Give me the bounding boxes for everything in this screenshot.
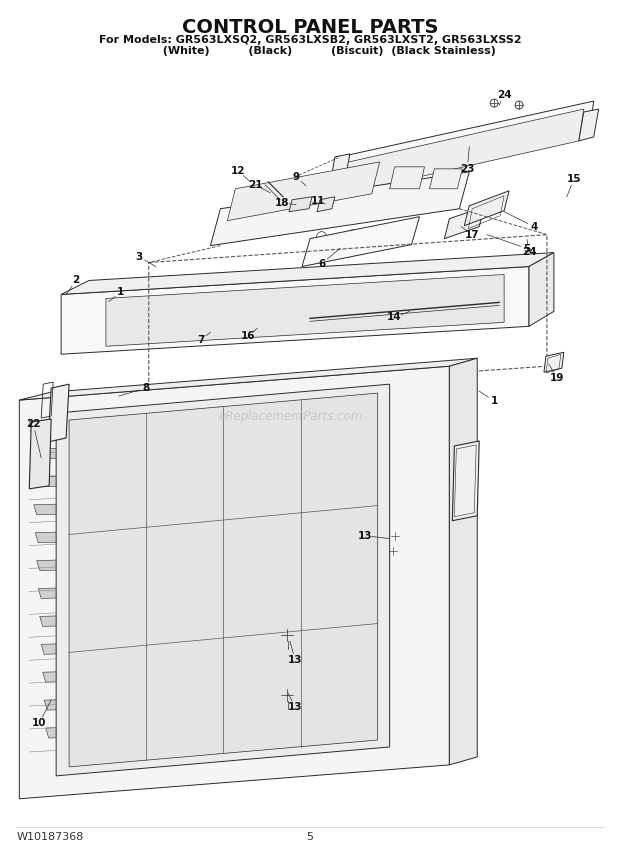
Polygon shape — [31, 447, 110, 459]
Polygon shape — [453, 441, 479, 520]
Polygon shape — [529, 253, 554, 326]
Polygon shape — [29, 419, 51, 489]
Polygon shape — [33, 502, 113, 514]
Text: 12: 12 — [231, 166, 246, 175]
Text: 11: 11 — [311, 196, 326, 205]
Polygon shape — [46, 726, 125, 738]
Text: 7: 7 — [197, 336, 204, 345]
Polygon shape — [43, 670, 122, 682]
Polygon shape — [56, 384, 389, 776]
Polygon shape — [19, 358, 477, 400]
Polygon shape — [41, 642, 121, 654]
Text: 19: 19 — [550, 373, 564, 383]
Polygon shape — [335, 101, 594, 193]
Polygon shape — [340, 109, 584, 195]
Text: 15: 15 — [567, 174, 581, 184]
Text: 24: 24 — [497, 90, 511, 100]
Polygon shape — [445, 206, 484, 239]
Text: 6: 6 — [318, 259, 326, 269]
Text: 23: 23 — [460, 163, 474, 174]
Text: 21: 21 — [248, 180, 262, 190]
Text: 16: 16 — [241, 331, 255, 342]
Text: W10187368: W10187368 — [16, 832, 84, 841]
Text: 9: 9 — [293, 172, 299, 181]
Polygon shape — [61, 266, 529, 354]
Text: For Models: GR563LXSQ2, GR563LXSB2, GR563LXST2, GR563LXSS2: For Models: GR563LXSQ2, GR563LXSB2, GR56… — [99, 35, 521, 45]
Polygon shape — [48, 384, 69, 442]
Text: 1: 1 — [490, 396, 498, 406]
Polygon shape — [544, 353, 564, 372]
Polygon shape — [210, 172, 469, 246]
Text: 10: 10 — [32, 718, 46, 728]
Text: 5: 5 — [306, 832, 314, 841]
Polygon shape — [330, 154, 350, 185]
Polygon shape — [302, 217, 420, 266]
Polygon shape — [450, 358, 477, 765]
Polygon shape — [289, 197, 312, 211]
Text: 3: 3 — [135, 252, 143, 262]
Polygon shape — [38, 586, 118, 598]
Text: 13: 13 — [288, 655, 303, 665]
Polygon shape — [389, 167, 425, 189]
Text: 8: 8 — [142, 383, 149, 393]
Text: 13: 13 — [358, 531, 372, 541]
Polygon shape — [37, 559, 117, 571]
Text: CONTROL PANEL PARTS: CONTROL PANEL PARTS — [182, 18, 438, 37]
Polygon shape — [228, 162, 379, 221]
Text: 18: 18 — [275, 198, 290, 208]
Text: 14: 14 — [388, 312, 402, 323]
Polygon shape — [106, 275, 504, 347]
Polygon shape — [29, 419, 109, 431]
Text: eReplacementParts.com: eReplacementParts.com — [218, 409, 362, 423]
Polygon shape — [579, 109, 599, 141]
Polygon shape — [32, 475, 112, 487]
Text: 4: 4 — [530, 222, 538, 232]
Text: 5: 5 — [523, 244, 531, 253]
Text: (White)          (Black)          (Biscuit)  (Black Stainless): (White) (Black) (Biscuit) (Black Stainle… — [124, 46, 496, 56]
Polygon shape — [464, 191, 509, 226]
Text: 13: 13 — [288, 702, 303, 712]
Text: 2: 2 — [73, 276, 80, 286]
Polygon shape — [44, 698, 124, 710]
Text: 22: 22 — [26, 419, 40, 429]
Polygon shape — [19, 366, 450, 799]
Polygon shape — [61, 253, 554, 294]
Text: 1: 1 — [117, 288, 125, 297]
Polygon shape — [40, 615, 120, 627]
Text: 17: 17 — [465, 229, 480, 240]
Polygon shape — [317, 197, 335, 211]
Polygon shape — [35, 531, 115, 543]
Text: 24: 24 — [521, 247, 536, 257]
Polygon shape — [430, 169, 463, 189]
Polygon shape — [69, 393, 378, 767]
